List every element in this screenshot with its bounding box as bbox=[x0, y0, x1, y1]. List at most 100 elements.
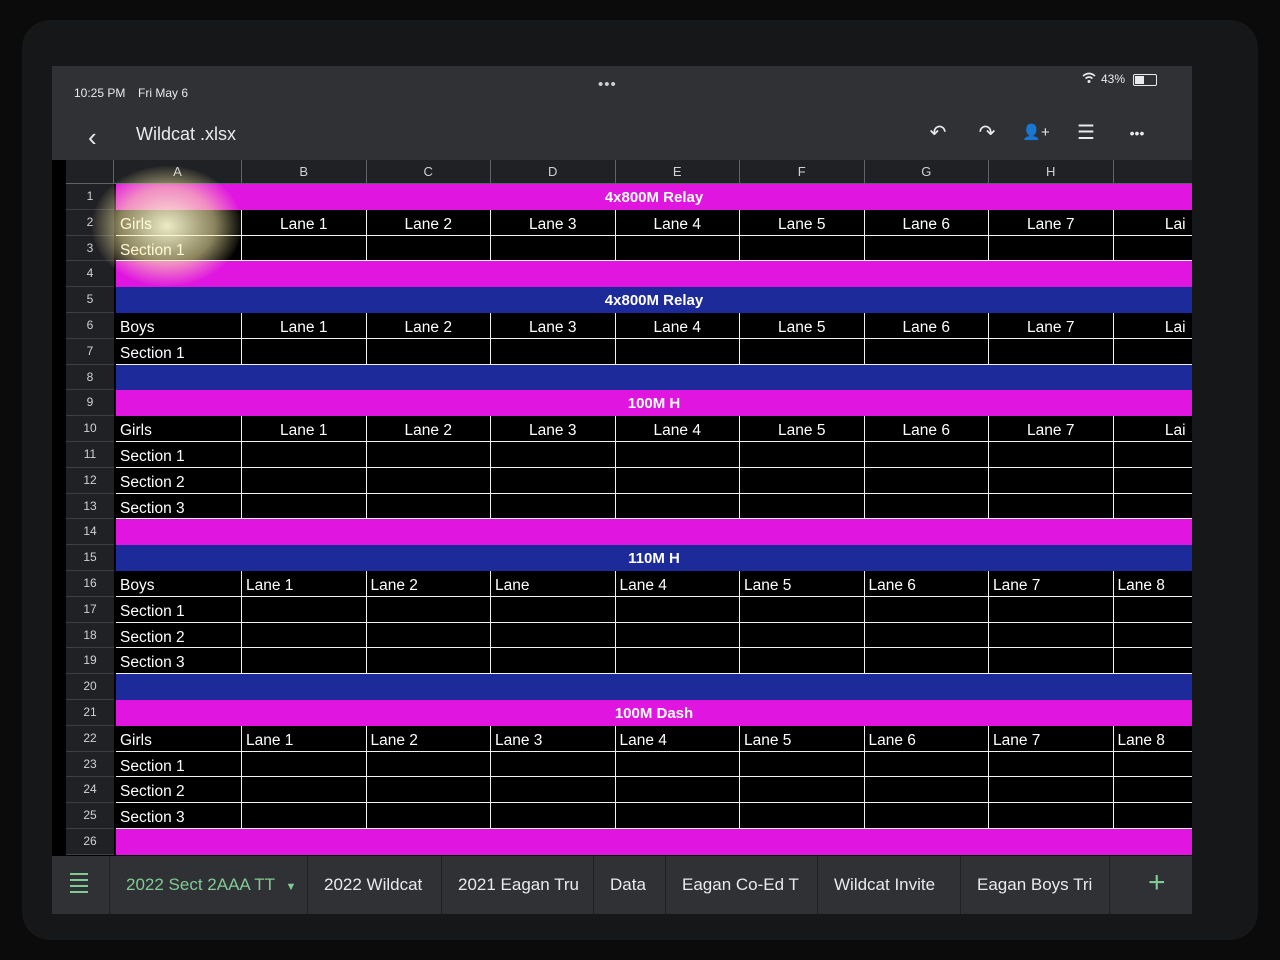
row-header[interactable]: 22 bbox=[66, 725, 114, 752]
sheet-tab[interactable]: Wildcat Invite bbox=[818, 856, 961, 914]
section-label-cell[interactable]: Section 2 bbox=[116, 467, 242, 494]
row-header[interactable]: 4 bbox=[66, 261, 114, 288]
multitask-dots-icon[interactable]: ••• bbox=[598, 76, 617, 93]
redo-icon[interactable]: ↷ bbox=[978, 122, 996, 144]
lane-header-cell[interactable]: Lane 2 bbox=[366, 313, 491, 339]
lane-entry-cell[interactable] bbox=[989, 235, 1114, 262]
lane-entry-cell[interactable] bbox=[864, 648, 989, 675]
row-header[interactable]: 17 bbox=[66, 596, 114, 623]
lane-entry-cell[interactable] bbox=[864, 467, 989, 494]
lane-entry-cell[interactable] bbox=[989, 493, 1114, 520]
lane-entry-cell[interactable] bbox=[366, 622, 491, 649]
lane-entry-cell[interactable] bbox=[864, 493, 989, 520]
lane-header-cell[interactable]: Lane 5 bbox=[740, 725, 865, 752]
lane-entry-cell[interactable] bbox=[989, 338, 1114, 365]
lane-header-cell[interactable]: Lane 6 bbox=[864, 313, 989, 339]
lane-entry-cell[interactable] bbox=[989, 777, 1114, 804]
lane-entry-cell[interactable] bbox=[1113, 339, 1192, 365]
event-group-label[interactable]: Girls bbox=[116, 725, 242, 752]
lane-entry-cell[interactable] bbox=[989, 442, 1114, 468]
lane-entry-cell[interactable] bbox=[242, 467, 367, 494]
row-header[interactable]: 7 bbox=[66, 338, 114, 365]
lane-entry-cell[interactable] bbox=[491, 467, 616, 494]
add-sheet-icon[interactable]: + bbox=[1148, 866, 1166, 899]
select-all-corner[interactable] bbox=[66, 160, 114, 184]
lane-entry-cell[interactable] bbox=[740, 803, 865, 829]
lane-entry-cell[interactable] bbox=[615, 648, 740, 675]
row-header[interactable]: 6 bbox=[66, 313, 114, 339]
lane-header-cell[interactable]: Lane 7 bbox=[989, 313, 1114, 339]
section-label-cell[interactable]: Section 1 bbox=[116, 596, 242, 623]
more-options-icon[interactable]: ••• bbox=[1129, 125, 1145, 141]
section-label-cell[interactable]: Section 2 bbox=[116, 777, 242, 804]
lane-header-cell[interactable]: Lane 6 bbox=[864, 571, 989, 597]
sheet-tab[interactable]: Eagan Boys Tri bbox=[961, 856, 1110, 914]
lane-entry-cell[interactable] bbox=[366, 493, 491, 520]
lane-header-cell[interactable]: Lane 2 bbox=[366, 209, 491, 236]
lane-header-cell[interactable]: Lane 7 bbox=[989, 416, 1114, 442]
lane-header-cell[interactable]: Lai bbox=[1113, 416, 1192, 442]
lane-entry-cell[interactable] bbox=[1113, 597, 1192, 623]
row-header[interactable]: 24 bbox=[66, 777, 114, 804]
lane-entry-cell[interactable] bbox=[864, 596, 989, 623]
lane-entry-cell[interactable] bbox=[864, 338, 989, 365]
lane-entry-cell[interactable] bbox=[740, 442, 865, 468]
lane-entry-cell[interactable] bbox=[989, 751, 1114, 778]
lane-entry-cell[interactable] bbox=[989, 803, 1114, 829]
lane-header-cell[interactable]: Lane 1 bbox=[242, 725, 367, 752]
lane-entry-cell[interactable] bbox=[366, 803, 491, 829]
event-group-label[interactable]: Girls bbox=[116, 209, 242, 236]
row-header[interactable]: 2 bbox=[66, 209, 114, 236]
lane-header-cell[interactable]: Lane 6 bbox=[864, 209, 989, 236]
lane-entry-cell[interactable] bbox=[615, 751, 740, 778]
lane-entry-cell[interactable] bbox=[615, 467, 740, 494]
lane-entry-cell[interactable] bbox=[242, 777, 367, 804]
lane-entry-cell[interactable] bbox=[615, 442, 740, 468]
lane-header-cell[interactable]: Lane 2 bbox=[366, 416, 491, 442]
lane-entry-cell[interactable] bbox=[615, 622, 740, 649]
lane-header-cell[interactable]: Lane 2 bbox=[366, 571, 491, 597]
lane-entry-cell[interactable] bbox=[615, 235, 740, 262]
lane-entry-cell[interactable] bbox=[366, 338, 491, 365]
lane-entry-cell[interactable] bbox=[615, 338, 740, 365]
lane-entry-cell[interactable] bbox=[1113, 494, 1192, 520]
row-header[interactable]: 1 bbox=[66, 184, 114, 210]
row-header[interactable]: 13 bbox=[66, 493, 114, 520]
lane-entry-cell[interactable] bbox=[242, 648, 367, 675]
lane-entry-cell[interactable] bbox=[1113, 752, 1192, 778]
sheet-tab-active[interactable]: 2022 Sect 2AAA TT ▼ bbox=[110, 856, 308, 914]
lane-entry-cell[interactable] bbox=[242, 338, 367, 365]
comment-icon[interactable]: ☰ bbox=[1077, 122, 1095, 144]
lane-entry-cell[interactable] bbox=[989, 622, 1114, 649]
lane-header-cell[interactable]: Lane 5 bbox=[740, 313, 865, 339]
row-header[interactable]: 21 bbox=[66, 700, 114, 726]
lane-entry-cell[interactable] bbox=[740, 338, 865, 365]
column-header[interactable]: H bbox=[989, 160, 1114, 184]
lane-header-cell[interactable]: Lai bbox=[1113, 313, 1192, 339]
lane-header-cell[interactable]: Lane 5 bbox=[740, 416, 865, 442]
section-label-cell[interactable]: Section 1 bbox=[116, 235, 242, 262]
row-header[interactable]: 5 bbox=[66, 287, 114, 313]
lane-entry-cell[interactable] bbox=[491, 596, 616, 623]
column-header[interactable]: E bbox=[615, 160, 740, 184]
lane-header-cell[interactable]: Lane 3 bbox=[491, 416, 616, 442]
lane-entry-cell[interactable] bbox=[740, 622, 865, 649]
lane-header-cell[interactable]: Lane 5 bbox=[740, 571, 865, 597]
row-header[interactable]: 3 bbox=[66, 235, 114, 262]
lane-entry-cell[interactable] bbox=[1113, 623, 1192, 649]
lane-entry-cell[interactable] bbox=[740, 596, 865, 623]
lane-entry-cell[interactable] bbox=[615, 803, 740, 829]
lane-entry-cell[interactable] bbox=[366, 235, 491, 262]
lane-header-cell[interactable]: Lane 8 bbox=[1113, 571, 1192, 597]
lane-entry-cell[interactable] bbox=[740, 467, 865, 494]
lane-header-cell[interactable]: Lane 6 bbox=[864, 416, 989, 442]
lane-entry-cell[interactable] bbox=[366, 596, 491, 623]
section-label-cell[interactable]: Section 1 bbox=[116, 442, 242, 468]
section-label-cell[interactable]: Section 1 bbox=[116, 751, 242, 778]
row-header[interactable]: 14 bbox=[66, 519, 114, 546]
sheet-tab[interactable]: 2022 Wildcat bbox=[308, 856, 442, 914]
row-header[interactable]: 16 bbox=[66, 571, 114, 597]
lane-entry-cell[interactable] bbox=[366, 777, 491, 804]
column-header[interactable]: F bbox=[740, 160, 865, 184]
row-header[interactable]: 12 bbox=[66, 467, 114, 494]
